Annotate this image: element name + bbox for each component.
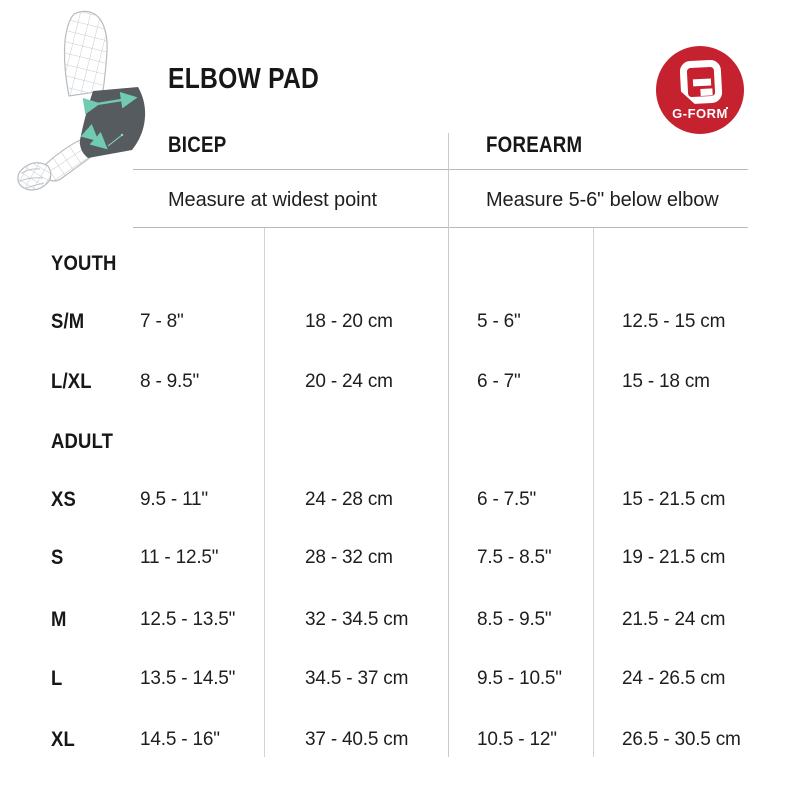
bicep-in-cell: 13.5 - 14.5" [140,668,236,689]
g-form-icon [674,59,723,112]
table-row: XS 9.5 - 11" 24 - 28 cm 6 - 7.5" 15 - 21… [0,485,800,515]
forearm-cm-cell: 21.5 - 24 cm [622,609,726,630]
bicep-in-cell: 9.5 - 11" [140,489,208,510]
note-divider-line [133,227,748,228]
forearm-in-cell: 7.5 - 8.5" [477,547,552,568]
size-cell: M [51,608,67,631]
forearm-in-cell: 10.5 - 12" [477,729,557,750]
bicep-cm-cell: 28 - 32 cm [305,547,393,568]
bicep-cm-cell: 37 - 40.5 cm [305,729,409,750]
forearm-cm-cell: 15 - 18 cm [622,371,710,392]
bicep-cm-cell: 32 - 34.5 cm [305,609,409,630]
page-title: ELBOW PAD [168,62,346,96]
forearm-measure-arrow-icon [80,123,124,150]
table-row: S/M 7 - 8" 18 - 20 cm 5 - 6" 12.5 - 15 c… [0,307,800,337]
table-row: L/XL 8 - 9.5" 20 - 24 cm 6 - 7" 15 - 18 … [0,367,800,397]
bicep-in-cell: 11 - 12.5" [140,547,219,568]
trademark-dot [726,107,728,109]
page-title-text: ELBOW PAD [168,63,320,95]
header-divider-line [133,169,748,170]
forearm-in-cell: 6 - 7.5" [477,489,537,510]
column-header-forearm: FOREARM [486,132,583,157]
arm-illustration [17,10,146,191]
forearm-cm-cell: 19 - 21.5 cm [622,547,726,568]
bicep-cm-cell: 20 - 24 cm [305,371,393,392]
bicep-cm-cell: 24 - 28 cm [305,489,393,510]
section-row-youth: YOUTH [0,249,800,279]
bicep-in-cell: 12.5 - 13.5" [140,609,236,630]
brand-logo: G-FORM [656,46,744,134]
forearm-cm-cell: 26.5 - 30.5 cm [622,729,741,750]
column-header-bicep: BICEP [168,132,227,157]
bicep-cm-cell: 18 - 20 cm [305,311,393,332]
forearm-in-cell: 5 - 6" [477,311,521,332]
column-note-bicep: Measure at widest point [168,189,377,211]
forearm-in-cell: 9.5 - 10.5" [477,668,562,689]
forearm-units-divider-line [593,228,594,757]
table-row: XL 14.5 - 16" 37 - 40.5 cm 10.5 - 12" 26… [0,725,800,755]
size-cell: XL [51,728,75,751]
forearm-cm-cell: 15 - 21.5 cm [622,489,726,510]
forearm-in-cell: 8.5 - 9.5" [477,609,552,630]
size-cell: L [51,667,63,690]
column-note-forearm: Measure 5-6" below elbow [486,189,719,211]
bicep-forearm-divider-line [448,133,449,757]
brand-name: G-FORM [672,106,728,121]
section-label: ADULT [51,430,114,453]
forearm-cm-cell: 12.5 - 15 cm [622,311,726,332]
hand-wireframe [17,162,52,191]
bicep-in-cell: 8 - 9.5" [140,371,200,392]
bicep-measure-arrow-icon [82,91,138,115]
bicep-cm-cell: 34.5 - 37 cm [305,668,409,689]
bicep-in-cell: 14.5 - 16" [140,729,220,750]
size-cell: S [51,546,64,569]
forearm-in-cell: 6 - 7" [477,371,521,392]
table-row: M 12.5 - 13.5" 32 - 34.5 cm 8.5 - 9.5" 2… [0,605,800,635]
table-row: L 13.5 - 14.5" 34.5 - 37 cm 9.5 - 10.5" … [0,664,800,694]
size-cell: XS [51,488,77,511]
size-cell: S/M [51,310,85,333]
forearm-cm-cell: 24 - 26.5 cm [622,668,726,689]
bicep-units-divider-line [264,228,265,757]
section-label: YOUTH [51,252,117,275]
bicep-in-cell: 7 - 8" [140,311,184,332]
upper-arm-wireframe [63,10,108,97]
table-row: S 11 - 12.5" 28 - 32 cm 7.5 - 8.5" 19 - … [0,543,800,573]
elbow-pad-overlay [79,87,146,158]
size-cell: L/XL [51,370,92,393]
section-row-adult: ADULT [0,427,800,457]
